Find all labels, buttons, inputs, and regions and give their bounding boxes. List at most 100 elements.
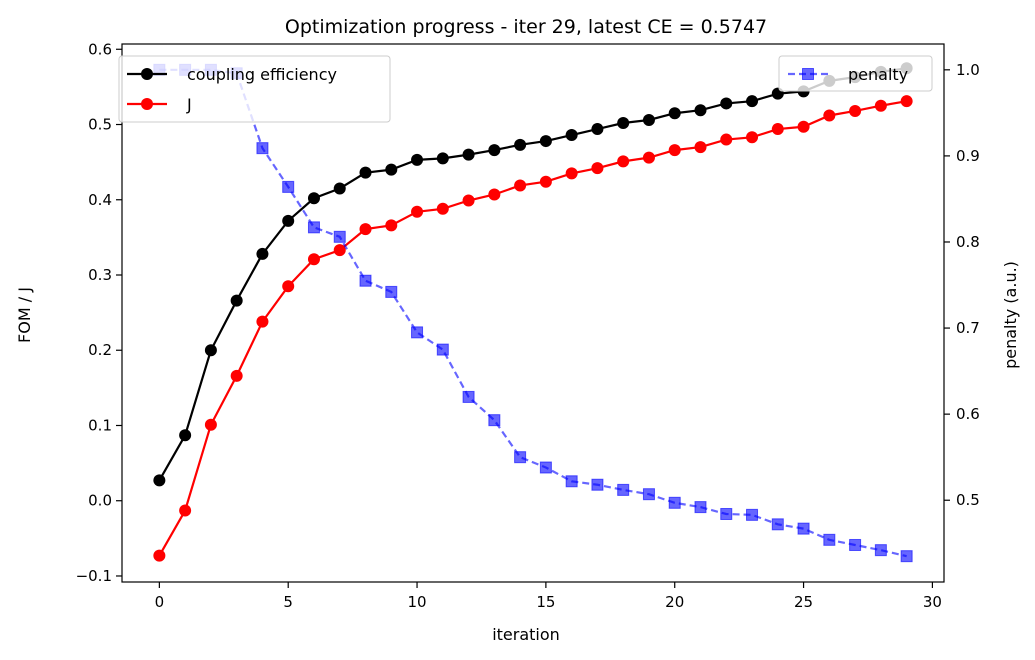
- data-point-j: [642, 151, 655, 164]
- data-point-coupling-efficiency: [256, 247, 269, 260]
- data-point-j: [230, 369, 243, 382]
- data-point-j: [694, 141, 707, 154]
- y-tick-label: 0.1: [88, 416, 112, 434]
- data-point-coupling-efficiency: [307, 192, 320, 205]
- x-tick-label: 0: [155, 593, 165, 611]
- data-point-penalty: [694, 501, 707, 514]
- legend-box: [778, 55, 933, 92]
- data-point-j: [565, 167, 578, 180]
- data-point-j: [333, 244, 346, 257]
- data-point-j: [668, 144, 681, 157]
- legend-primary: coupling efficiency J: [118, 55, 391, 123]
- data-point-coupling-efficiency: [642, 113, 655, 126]
- data-point-penalty: [462, 390, 475, 403]
- data-point-j: [204, 418, 217, 431]
- data-point-coupling-efficiency: [411, 153, 424, 166]
- data-point-penalty: [565, 475, 578, 488]
- y2-axis-title: penalty (a.u.): [1001, 261, 1020, 369]
- data-point-penalty: [746, 508, 759, 521]
- data-point-coupling-efficiency: [720, 97, 733, 110]
- data-point-coupling-efficiency: [694, 104, 707, 117]
- data-point-j: [514, 179, 527, 192]
- data-point-coupling-efficiency: [591, 123, 604, 136]
- chart-title: Optimization progress - iter 29, latest …: [285, 16, 767, 38]
- series-penalty: [153, 63, 913, 563]
- x-tick-label: 5: [283, 593, 293, 611]
- data-point-penalty: [333, 230, 346, 243]
- y-tick-label: 0.2: [88, 341, 112, 359]
- series-line-j: [158, 100, 907, 557]
- data-point-coupling-efficiency: [514, 138, 527, 151]
- legend-swatch-marker: [141, 68, 153, 80]
- y2-tick-label: 0.5: [956, 491, 980, 509]
- y-tick-label: 0.3: [88, 266, 112, 284]
- y2-tick-label: 0.6: [956, 405, 980, 423]
- data-point-j: [823, 109, 836, 122]
- data-point-coupling-efficiency: [204, 344, 217, 357]
- y-tick-label: −0.1: [76, 567, 112, 585]
- x-tick-label: 10: [407, 593, 426, 611]
- legend-secondary: penalty: [778, 55, 933, 92]
- data-point-coupling-efficiency: [539, 135, 552, 148]
- data-point-coupling-efficiency: [565, 129, 578, 142]
- x-axis-title: iteration: [492, 625, 560, 644]
- series-line-coupling-efficiency: [158, 67, 907, 481]
- series-line-penalty: [159, 68, 907, 558]
- data-point-coupling-efficiency: [153, 474, 166, 487]
- y2-tick-label: 0.7: [956, 319, 980, 337]
- x-tick-label: 25: [794, 593, 813, 611]
- y-tick-label: 0.6: [88, 40, 112, 58]
- data-point-coupling-efficiency: [436, 152, 449, 165]
- data-point-coupling-efficiency: [282, 214, 295, 227]
- data-point-j: [746, 131, 759, 144]
- data-point-j: [874, 99, 887, 112]
- legend-label: J: [186, 95, 192, 114]
- data-point-coupling-efficiency: [617, 117, 630, 130]
- data-point-penalty: [514, 451, 527, 464]
- x-tick-label: 15: [536, 593, 555, 611]
- data-point-j: [282, 280, 295, 293]
- series-j: [153, 95, 913, 562]
- data-point-j: [179, 504, 192, 517]
- data-point-penalty: [539, 461, 552, 474]
- data-point-coupling-efficiency: [462, 148, 475, 161]
- data-point-coupling-efficiency: [179, 429, 192, 442]
- data-point-j: [256, 315, 269, 328]
- y-tick-label: 0.4: [88, 191, 112, 209]
- data-point-penalty: [591, 478, 604, 491]
- x-tick-label: 20: [665, 593, 684, 611]
- data-point-penalty: [256, 142, 269, 155]
- legend-label: penalty: [848, 65, 908, 84]
- legend-swatch-marker: [141, 98, 153, 110]
- data-point-penalty: [617, 483, 630, 496]
- data-point-j: [617, 155, 630, 168]
- series-coupling-efficiency: [153, 62, 913, 487]
- data-point-coupling-efficiency: [359, 166, 372, 179]
- data-point-penalty: [849, 538, 862, 551]
- data-point-penalty: [823, 533, 836, 546]
- data-point-j: [539, 175, 552, 188]
- data-point-penalty: [411, 326, 424, 339]
- data-point-penalty: [642, 488, 655, 501]
- data-point-penalty: [488, 414, 501, 427]
- x-tick-label: 30: [923, 593, 942, 611]
- data-point-j: [411, 205, 424, 218]
- data-point-penalty: [874, 544, 887, 557]
- data-point-j: [771, 123, 784, 136]
- data-point-j: [462, 194, 475, 207]
- data-point-coupling-efficiency: [746, 95, 759, 108]
- y-tick-label: 0.5: [88, 116, 112, 134]
- data-point-j: [436, 202, 449, 215]
- data-point-penalty: [385, 285, 398, 298]
- data-point-j: [359, 223, 372, 236]
- data-point-penalty: [797, 522, 810, 535]
- plot-area: [153, 62, 913, 563]
- legend-label: coupling efficiency: [187, 65, 337, 84]
- data-point-j: [153, 549, 166, 562]
- data-point-coupling-efficiency: [488, 144, 501, 157]
- legend-box: [118, 55, 391, 123]
- data-point-j: [797, 120, 810, 133]
- y2-tick-label: 1.0: [956, 61, 980, 79]
- data-point-penalty: [900, 550, 913, 563]
